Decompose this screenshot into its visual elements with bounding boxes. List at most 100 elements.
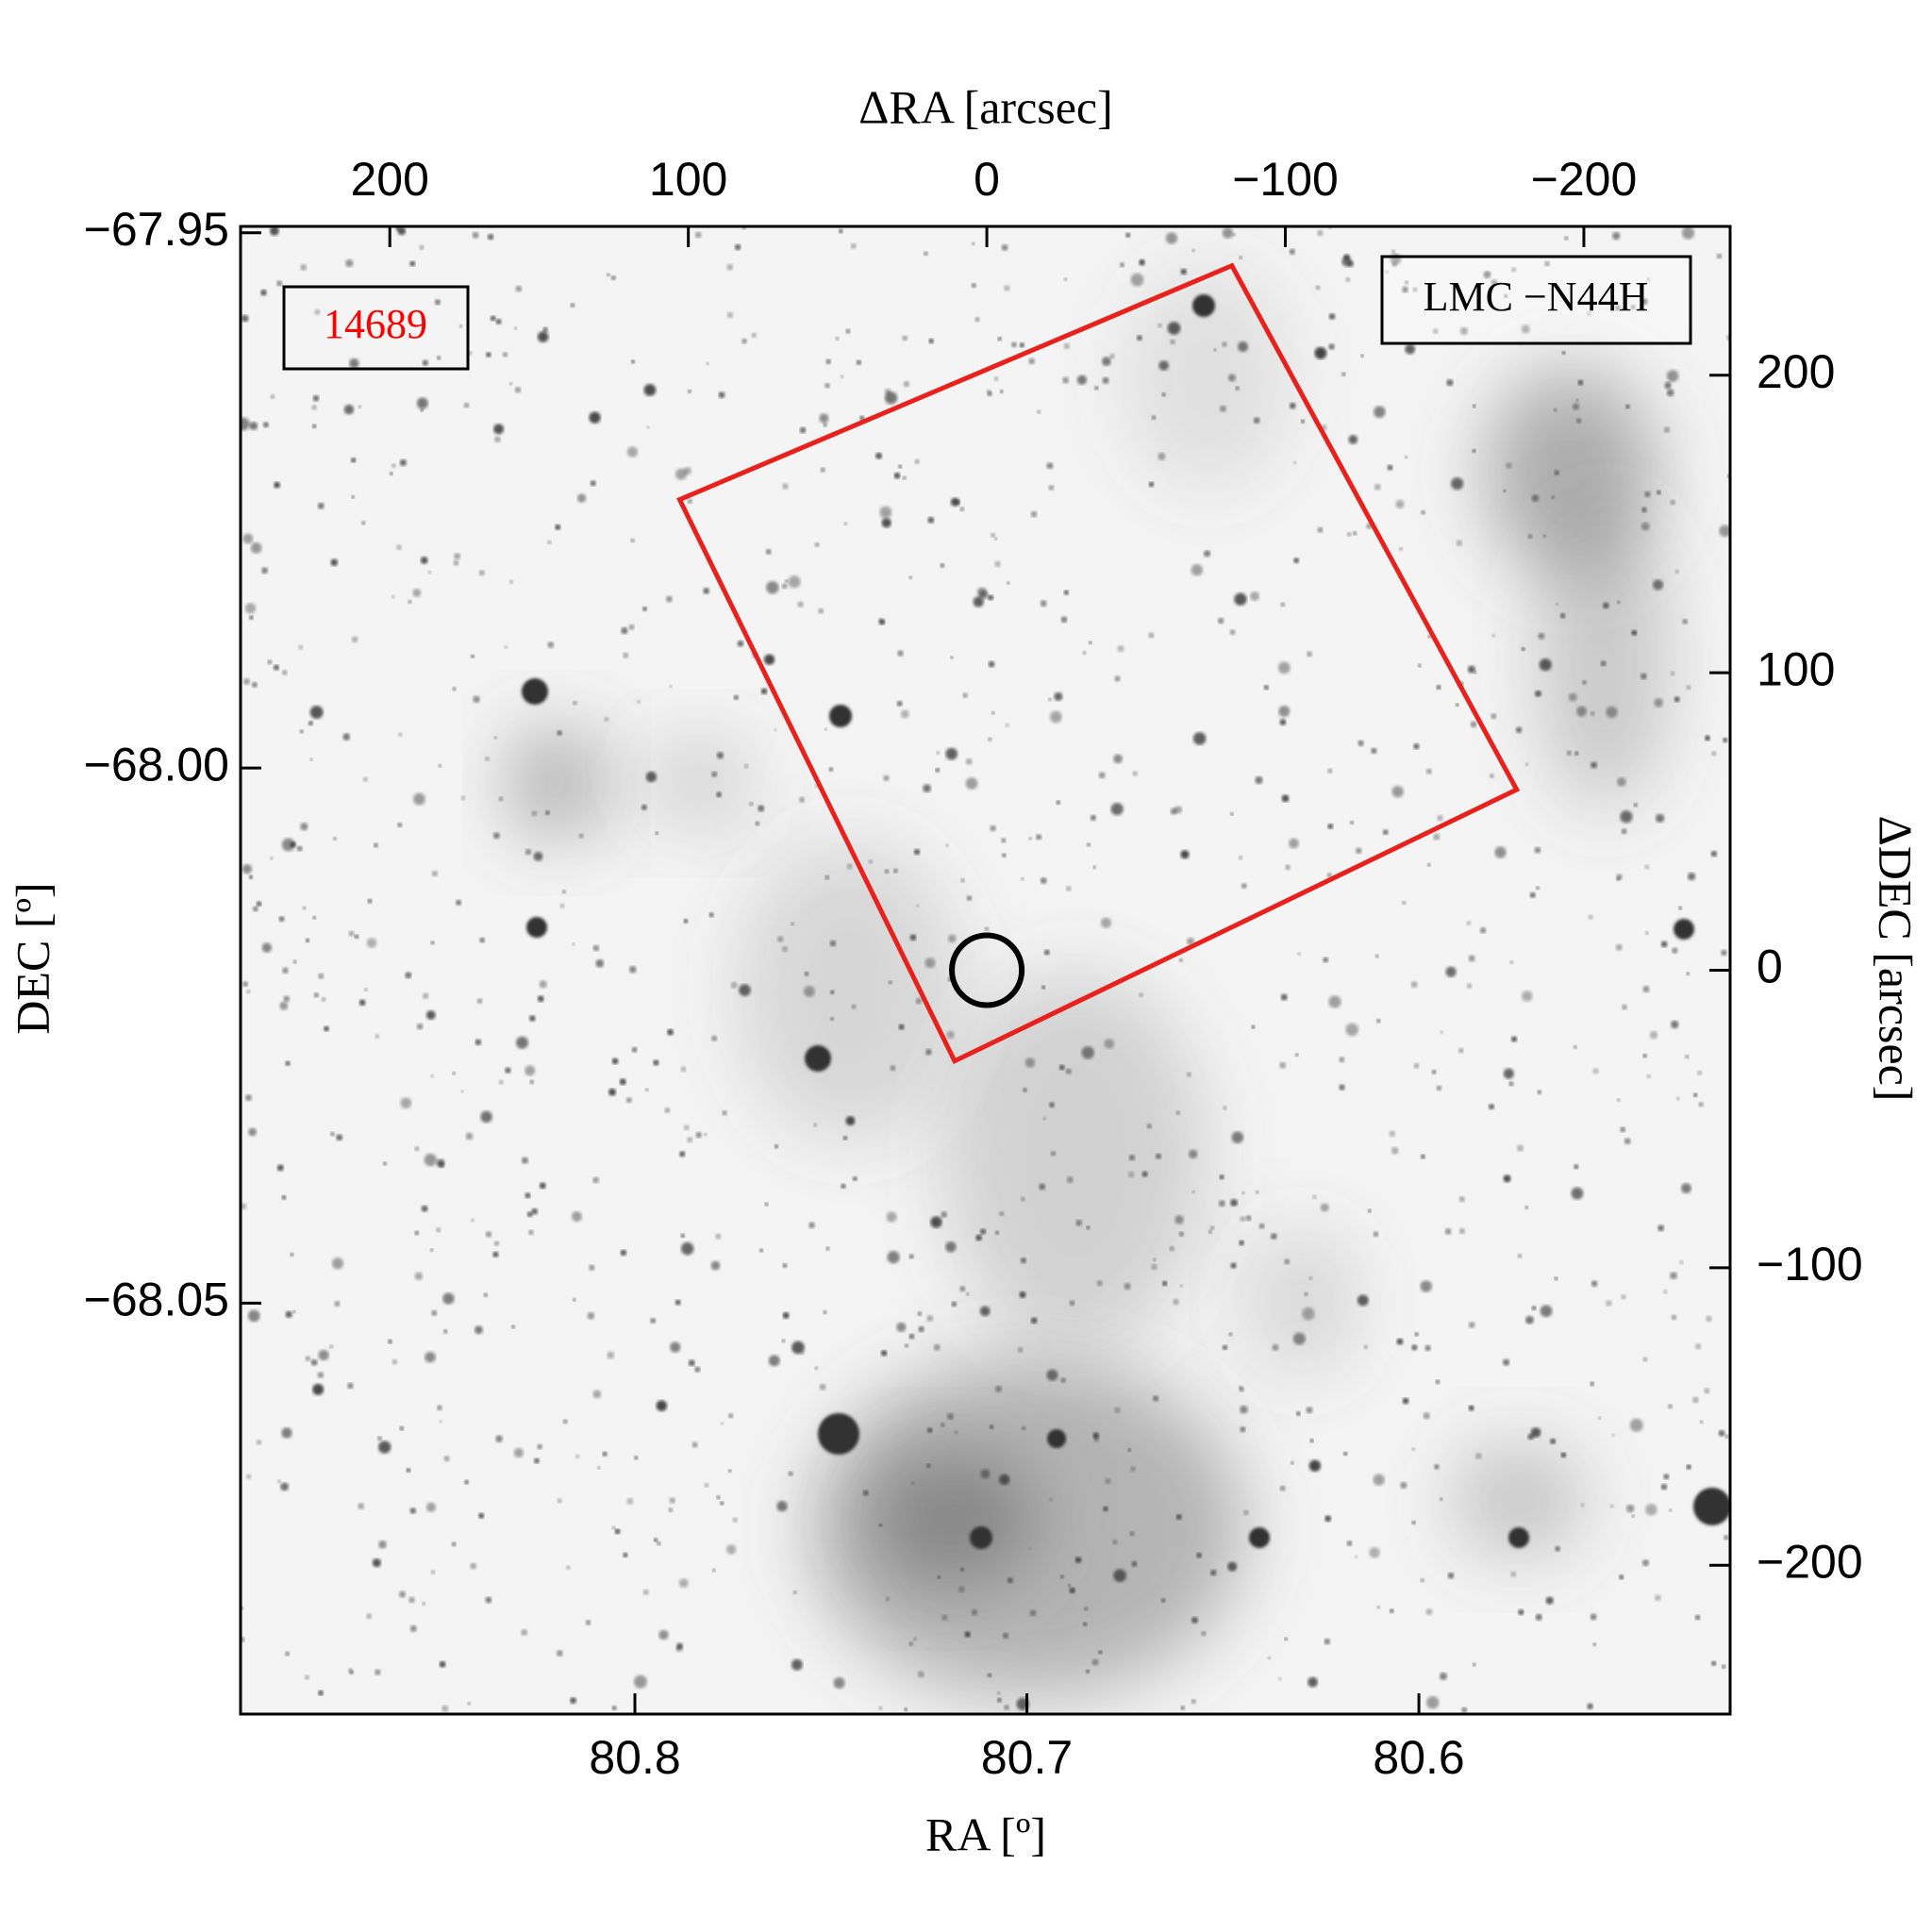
star [439, 1162, 444, 1168]
star [1573, 1045, 1577, 1049]
star [502, 352, 508, 358]
star [425, 1351, 436, 1363]
star [625, 1097, 632, 1104]
star [704, 1483, 709, 1488]
star [1191, 564, 1203, 576]
star [974, 317, 980, 323]
star [819, 413, 829, 424]
star [485, 1596, 492, 1604]
star [260, 289, 267, 296]
star [1127, 1448, 1131, 1452]
star [1385, 270, 1389, 274]
star [704, 1132, 708, 1137]
star [1040, 600, 1047, 608]
star [1251, 1024, 1256, 1029]
star [1196, 1552, 1202, 1558]
star [476, 998, 483, 1004]
star [1152, 1257, 1157, 1262]
star [1148, 481, 1155, 488]
star [504, 645, 508, 649]
star [774, 727, 777, 732]
star [936, 751, 941, 755]
star [1575, 418, 1582, 424]
star [1114, 1407, 1121, 1413]
star [1431, 1070, 1437, 1074]
star [511, 1324, 515, 1329]
star [843, 522, 848, 525]
star [947, 1413, 954, 1420]
star [342, 733, 351, 741]
star [1474, 1452, 1482, 1459]
star [460, 1090, 464, 1093]
star [378, 1441, 391, 1454]
star [1553, 408, 1557, 412]
star [904, 1343, 908, 1348]
star [414, 1230, 420, 1236]
star [1402, 901, 1407, 905]
star [634, 1456, 639, 1460]
star [592, 1176, 599, 1184]
star [422, 359, 428, 366]
star [1263, 685, 1269, 691]
star [300, 823, 308, 831]
star [1128, 1155, 1136, 1161]
star [829, 940, 837, 947]
star [1109, 353, 1115, 359]
star [508, 579, 514, 584]
star [1307, 1676, 1318, 1688]
star [875, 452, 882, 459]
star [1591, 1280, 1598, 1287]
star [1213, 348, 1217, 352]
star [1646, 277, 1651, 281]
star [399, 1591, 406, 1598]
star [486, 352, 491, 358]
star [988, 737, 992, 741]
star [1413, 742, 1420, 750]
star [281, 1195, 287, 1200]
star [960, 1567, 965, 1572]
star [378, 1541, 387, 1549]
star [680, 1233, 685, 1238]
star [884, 391, 898, 405]
star [1575, 398, 1579, 402]
star [1239, 856, 1243, 860]
star [318, 1349, 329, 1361]
star [561, 890, 566, 894]
star [1473, 404, 1476, 408]
star [1554, 1276, 1558, 1281]
star [1411, 1521, 1416, 1524]
star [1458, 1228, 1465, 1235]
star [999, 1474, 1010, 1486]
star [309, 706, 324, 719]
target-marker [949, 932, 1025, 1008]
star [302, 906, 307, 910]
star [755, 821, 760, 826]
star [1587, 1703, 1593, 1709]
star [241, 417, 250, 431]
star [1238, 341, 1248, 352]
star [733, 694, 739, 700]
star [620, 1249, 627, 1257]
star [1357, 1294, 1369, 1307]
star [886, 1211, 897, 1223]
star [1327, 824, 1334, 829]
star [388, 1339, 392, 1344]
star [980, 1469, 991, 1479]
star [914, 458, 920, 464]
star [1375, 1018, 1381, 1024]
star [1633, 803, 1638, 808]
star [1139, 992, 1143, 997]
star [1277, 661, 1291, 675]
star [1308, 1459, 1322, 1472]
x-axis-title: RA [º] [925, 1807, 1046, 1860]
star [1250, 591, 1260, 601]
star [1678, 906, 1682, 910]
star [845, 328, 851, 334]
star [1341, 372, 1346, 376]
star [1522, 991, 1533, 1002]
star [1315, 285, 1321, 290]
star [1706, 1315, 1712, 1323]
star [965, 758, 973, 765]
star [764, 1202, 769, 1207]
x2-axis-title: ΔRA [arcsec] [858, 80, 1113, 133]
